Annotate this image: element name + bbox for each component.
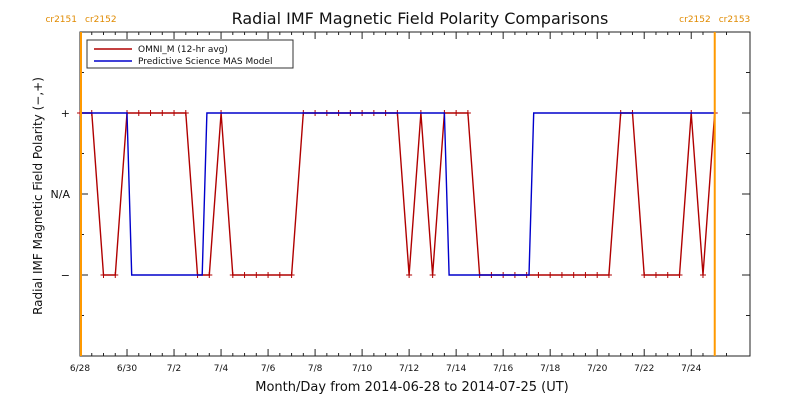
data-point xyxy=(182,110,189,116)
data-point xyxy=(147,110,154,116)
legend-box xyxy=(86,39,294,69)
x-tick-label: 7/14 xyxy=(446,364,466,374)
carrington-markers: cr2151 cr2152 cr2152 cr2153 xyxy=(45,15,750,356)
x-axis-label: Month/Day from 2014-06-28 to 2014-07-25 … xyxy=(255,380,568,395)
carrington-label-left: cr2152 xyxy=(679,15,711,25)
data-point xyxy=(429,272,436,278)
data-point xyxy=(594,272,601,278)
y-tick-label: − xyxy=(61,269,70,282)
series-line-0 xyxy=(80,112,716,276)
carrington-label-left: cr2151 xyxy=(45,15,77,25)
data-point xyxy=(570,272,577,278)
data-point xyxy=(288,272,295,278)
data-point xyxy=(265,272,272,278)
data-point xyxy=(641,272,648,278)
data-point xyxy=(135,110,142,116)
y-axis-label: Radial IMF Magnetic Field Polarity (−,+) xyxy=(31,77,45,315)
legend: OMNI_M (12-hr avg) Predictive Science MA… xyxy=(86,39,294,69)
x-tick-label: 6/28 xyxy=(70,364,90,374)
data-point xyxy=(159,110,166,116)
axes: 6/28 6/30 7/2 7/4 7/6 7/8 7/10 7/12 7/14 7/16 7/18… xyxy=(51,31,751,374)
x-tick-label: 6/30 xyxy=(117,364,137,374)
carrington-label-right: cr2152 xyxy=(85,15,117,25)
x-tick-label: 7/18 xyxy=(540,364,560,374)
y-tick-label: + xyxy=(61,107,70,120)
x-tick-label: 7/4 xyxy=(214,364,229,374)
series-line-1 xyxy=(80,112,715,276)
data-point xyxy=(241,272,248,278)
y-tick-label: N/A xyxy=(51,188,71,201)
data-point xyxy=(229,272,236,278)
data-point xyxy=(535,272,542,278)
data-point xyxy=(100,272,107,278)
x-tick-label: 7/22 xyxy=(634,364,654,374)
x-tick-label: 7/8 xyxy=(308,364,323,374)
carrington-label-right: cr2153 xyxy=(719,15,751,25)
data-point xyxy=(676,272,683,278)
x-tick-label: 7/6 xyxy=(261,364,276,374)
data-point xyxy=(253,272,260,278)
data-point xyxy=(171,110,178,116)
data-point xyxy=(699,272,706,278)
x-tick-label: 7/20 xyxy=(587,364,607,374)
legend-label-mas: Predictive Science MAS Model xyxy=(138,57,273,67)
data-point xyxy=(582,272,589,278)
data-point xyxy=(664,272,671,278)
series-layer xyxy=(77,110,718,278)
data-point xyxy=(406,272,413,278)
data-point xyxy=(276,272,283,278)
data-point xyxy=(652,272,659,278)
x-tick-label: 7/2 xyxy=(167,364,181,374)
x-tick-label: 7/16 xyxy=(493,364,513,374)
legend-label-omni: OMNI_M (12-hr avg) xyxy=(138,45,228,55)
data-point xyxy=(464,110,471,116)
chart-title: Radial IMF Magnetic Field Polarity Compa… xyxy=(232,9,609,28)
x-tick-label: 7/24 xyxy=(681,364,701,374)
x-tick-label: 7/10 xyxy=(352,364,372,374)
data-point xyxy=(206,272,213,278)
data-point xyxy=(453,110,460,116)
data-point xyxy=(112,272,119,278)
data-point xyxy=(558,272,565,278)
data-point xyxy=(547,272,554,278)
data-point xyxy=(605,272,612,278)
x-tick-label: 7/12 xyxy=(399,364,419,374)
